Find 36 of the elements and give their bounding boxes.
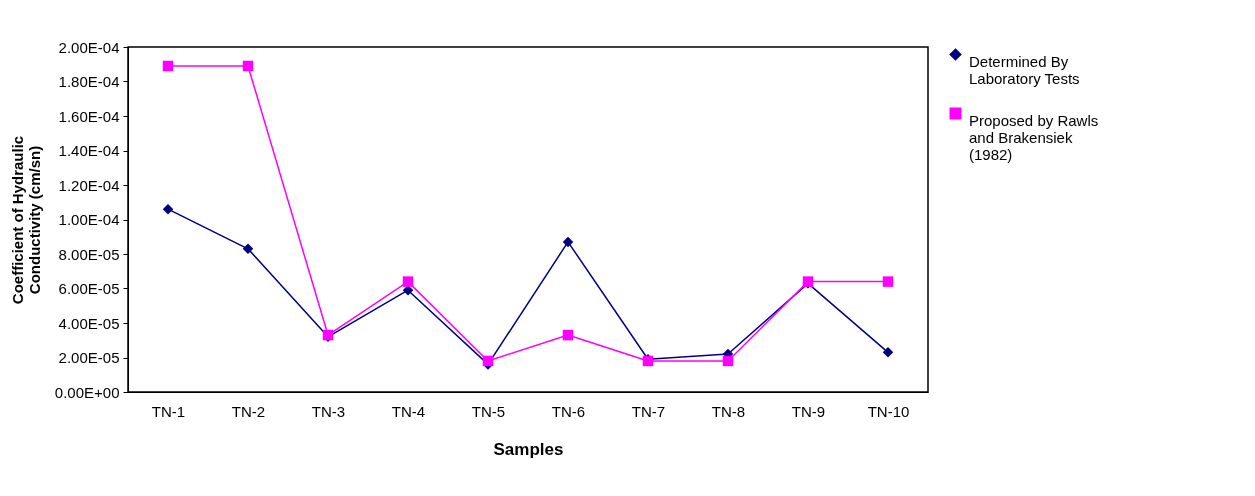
legend-label: Proposed by Rawls and Brakensiek (1982) [969,111,1099,163]
point [242,243,254,255]
x-tick-label: TN-3 [311,402,346,420]
x-tick-label: TN-10 [867,402,910,420]
point [482,355,494,367]
x-tick-label: TN-4 [391,402,426,420]
x-tick-label: TN-9 [791,402,826,420]
point [722,355,734,367]
point [882,347,894,358]
x-tick-label: TN-1 [151,402,186,420]
point [882,276,894,287]
x-axis-title: Samples [493,439,564,459]
point [162,203,174,215]
x-tick-label: TN-2 [231,402,266,420]
y-tick-label: 6.00E-05 [58,280,120,297]
x-tick-label: TN-5 [471,402,506,420]
y-tick-label: 1.80E-04 [58,73,120,90]
y-tick-label: 0.00E+00 [54,383,120,401]
x-tick-label: TN-7 [631,402,666,420]
x-tick-label: TN-6 [551,402,586,420]
y-tick-label: 1.00E-04 [58,211,120,228]
point [242,60,254,72]
y-tick-label: 4.00E-05 [58,314,120,332]
legend-label: Determined By Laboratory Tests [969,52,1080,87]
x-tick-label: TN-8 [711,402,746,420]
y-tick-label: 2.00E-04 [58,38,120,56]
point [562,329,574,341]
y-tick-label: 1.40E-04 [58,142,120,159]
y-tick-label: 1.20E-04 [58,176,120,194]
y-axis-title: Coefficient of Hydraulic Conductivity (cm/sn) [8,135,43,305]
y-tick-label: 1.60E-04 [58,107,120,125]
point [402,276,414,287]
point [562,236,574,248]
y-tick-label: 8.00E-05 [58,245,120,263]
y-tick-label: 2.00E-05 [58,349,120,366]
point [162,60,174,72]
